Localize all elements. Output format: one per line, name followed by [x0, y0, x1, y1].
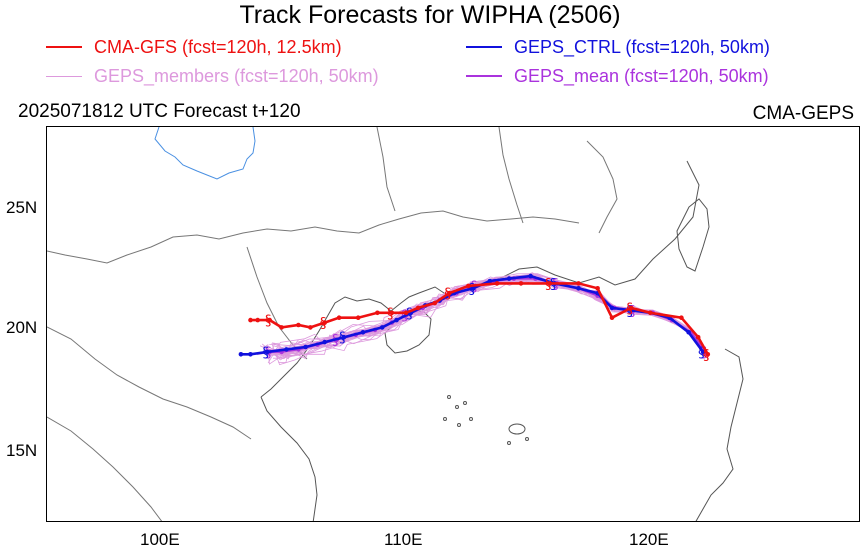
- border-line: [47, 326, 252, 440]
- chart-title: Track Forecasts for WIPHA (2506): [239, 1, 621, 29]
- member-track: [265, 275, 706, 358]
- track-point: [470, 286, 476, 291]
- legend-label: GEPS_mean (fcst=120h, 50km): [514, 66, 769, 86]
- lon-tick-110e: 110E: [384, 530, 423, 549]
- track-point: [648, 310, 653, 316]
- track-point: [322, 339, 328, 345]
- river-line: [154, 127, 256, 180]
- legend-swatch: [466, 46, 502, 48]
- typhoon-symbol: §: [703, 347, 710, 363]
- track-point: [336, 315, 342, 320]
- typhoon-symbol: §: [698, 345, 705, 361]
- typhoon-symbol: §: [406, 306, 413, 322]
- track-point: [379, 325, 385, 330]
- typhoon-symbol: §: [387, 306, 394, 322]
- spratly-islands: [443, 395, 529, 445]
- lat-tick-20n: 20N: [6, 318, 38, 337]
- legend-item-geps-mean: GEPS_mean (fcst=120h, 50km): [466, 65, 769, 87]
- track-point: [303, 344, 308, 350]
- track-point: [265, 349, 270, 355]
- track-point: [686, 330, 691, 335]
- track-point: [576, 286, 581, 291]
- track-point: [576, 281, 581, 286]
- track-point: [695, 334, 701, 340]
- coastline-vietnam: [260, 396, 318, 521]
- track-point: [238, 352, 244, 357]
- border-line: [246, 246, 308, 360]
- track-point: [700, 349, 706, 355]
- track-point: [609, 315, 615, 320]
- track-point: [609, 305, 615, 311]
- model-label: CMA-GEPS: [752, 103, 854, 124]
- track-point: [248, 352, 253, 357]
- typhoon-symbol: §: [262, 345, 269, 361]
- lon-tick-120e: 120E: [629, 530, 669, 549]
- track-point: [284, 347, 289, 352]
- legend-item-geps-ctrl: GEPS_CTRL (fcst=120h, 50km): [466, 36, 770, 58]
- legend-swatch: [46, 46, 82, 48]
- lat-tick-25n: 25N: [6, 198, 38, 217]
- member-track: [271, 274, 706, 366]
- legend-item-cma-gfs: CMA-GFS (fcst=120h, 12.5km): [46, 36, 342, 58]
- border-line: [47, 416, 163, 521]
- track-point: [595, 286, 600, 291]
- coastline-south-china: [390, 160, 700, 312]
- legend-label: GEPS_CTRL (fcst=120h, 50km): [514, 37, 770, 57]
- track-layer: §§§§§§§§§§§§§§§§§§§§§: [238, 272, 711, 366]
- border-line: [47, 210, 580, 264]
- border-line: [498, 127, 524, 224]
- track-point: [394, 317, 399, 323]
- member-track: [259, 276, 706, 360]
- lon-tick-100e: 100E: [140, 530, 180, 549]
- legend-label: CMA-GFS (fcst=120h, 12.5km): [94, 37, 342, 57]
- map-panel[interactable]: §§§§§§§§§§§§§§§§§§§§§: [46, 126, 860, 522]
- track-point: [375, 310, 380, 316]
- track-point: [341, 334, 347, 340]
- typhoon-symbol: §: [468, 281, 475, 297]
- typhoon-symbol: §: [626, 301, 633, 317]
- track-point: [628, 305, 634, 311]
- track-point: [432, 300, 438, 306]
- typhoon-symbol: §: [320, 316, 327, 332]
- track-point: [279, 325, 284, 330]
- track-point: [308, 325, 313, 330]
- track-point: [528, 273, 533, 279]
- track-point: [355, 315, 361, 320]
- luzon-island: [695, 348, 744, 521]
- legend-swatch: [466, 75, 502, 77]
- track-point: [518, 281, 524, 286]
- typhoon-symbol: §: [545, 276, 552, 292]
- track-point: [360, 330, 366, 335]
- track-point: [487, 278, 493, 284]
- track-point: [389, 310, 395, 316]
- map-canvas: §§§§§§§§§§§§§§§§§§§§§: [47, 127, 744, 521]
- track-point: [506, 276, 512, 281]
- track-point: [547, 281, 553, 286]
- legend-item-geps-members: GEPS_members (fcst=120h, 50km): [46, 65, 379, 87]
- track-point: [679, 315, 684, 320]
- track-point: [494, 281, 500, 286]
- track-point: [466, 283, 471, 289]
- legend-label: GEPS_members (fcst=120h, 50km): [94, 66, 379, 86]
- track-point: [403, 310, 409, 316]
- border-line: [376, 127, 396, 212]
- track-point: [705, 352, 711, 357]
- typhoon-symbol: §: [265, 313, 272, 329]
- taiwan-island: [676, 198, 710, 272]
- typhoon-symbol: §: [626, 303, 633, 319]
- lat-tick-15n: 15N: [6, 441, 38, 460]
- track-point: [415, 305, 421, 311]
- track-point: [322, 320, 328, 325]
- typhoon-symbol: §: [444, 286, 451, 302]
- track-point: [267, 317, 272, 323]
- forecast-time-label: 2025071812 UTC Forecast t+120: [18, 101, 301, 122]
- legend-swatch: [46, 75, 82, 77]
- track-point: [248, 317, 253, 323]
- track-point: [446, 290, 452, 296]
- track-point: [255, 317, 260, 323]
- coastline-gulf: [260, 296, 392, 398]
- typhoon-symbol: §: [339, 330, 346, 346]
- border-line: [586, 140, 618, 234]
- track-point: [296, 322, 301, 328]
